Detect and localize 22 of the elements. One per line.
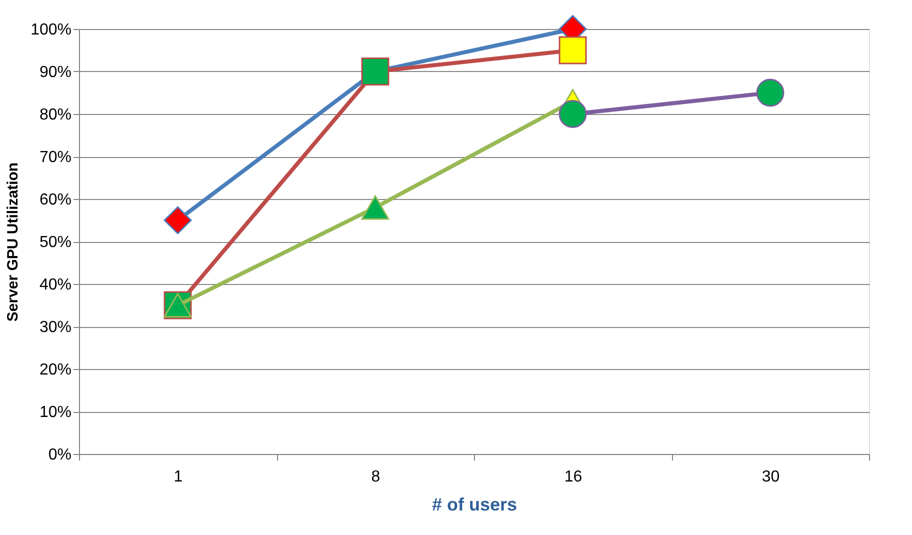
x-tick-label: 16 xyxy=(564,468,582,486)
y-tick-label: 70% xyxy=(39,149,72,166)
x-axis-title: # of users xyxy=(432,494,518,514)
y-tick-label: 40% xyxy=(39,276,72,294)
y-tick-label: 10% xyxy=(39,404,72,421)
y-tick-label: 20% xyxy=(39,362,72,378)
y-tick-label: 80% xyxy=(39,106,72,124)
point xyxy=(558,100,587,128)
y-axis-title: Server GPU Utilization xyxy=(4,162,22,322)
y-tick-label: 30% xyxy=(39,319,72,336)
point xyxy=(164,206,192,234)
y-tick-label: 90% xyxy=(39,64,72,81)
y-tick-label: 60% xyxy=(39,192,72,208)
y-tick-label: 0% xyxy=(48,446,72,464)
point xyxy=(756,78,784,107)
y-tick-label: 100% xyxy=(30,22,72,38)
x-tick-label: 1 xyxy=(174,468,183,486)
point xyxy=(361,195,390,220)
x-tick-label: 30 xyxy=(762,468,780,486)
y-tick-label: 50% xyxy=(39,234,72,251)
point xyxy=(558,36,587,64)
x-tick-label: 8 xyxy=(371,468,380,486)
